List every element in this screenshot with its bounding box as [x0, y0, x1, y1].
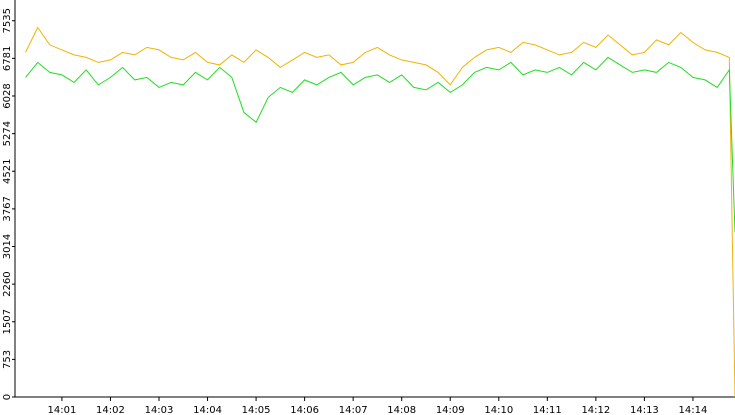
x-tick-label: 14:08 [387, 405, 416, 415]
x-tick-label: 14:02 [96, 405, 125, 415]
y-tick-label: 5274 [2, 121, 13, 146]
x-tick-label: 14:05 [242, 405, 271, 415]
x-tick-label: 14:12 [581, 405, 610, 415]
y-tick-label: 6028 [2, 83, 13, 108]
x-tick-label: 14:01 [48, 405, 77, 415]
y-tick-label: 3767 [2, 196, 13, 221]
series-line [25, 26, 735, 398]
x-tick-label: 14:04 [193, 405, 222, 415]
y-tick-label: 2260 [2, 271, 13, 296]
y-tick-label: 3014 [2, 234, 13, 259]
series-line [25, 56, 735, 233]
x-tick-label: 14:09 [436, 405, 465, 415]
x-tick-label: 14:11 [533, 405, 562, 415]
x-tick-label: 14:14 [679, 405, 708, 415]
y-tick-label: 1507 [2, 309, 13, 334]
y-tick-label: 7535 [2, 8, 13, 33]
x-tick-label: 14:13 [630, 405, 659, 415]
x-tick-label: 14:03 [145, 405, 174, 415]
y-tick-label: 0 [2, 394, 13, 400]
y-tick-label: 753 [2, 350, 13, 369]
x-tick-label: 14:06 [290, 405, 319, 415]
x-tick-label: 14:10 [484, 405, 513, 415]
y-tick-label: 4521 [2, 159, 13, 184]
y-tick-label: 6781 [2, 46, 13, 71]
x-tick-label: 14:07 [339, 405, 368, 415]
